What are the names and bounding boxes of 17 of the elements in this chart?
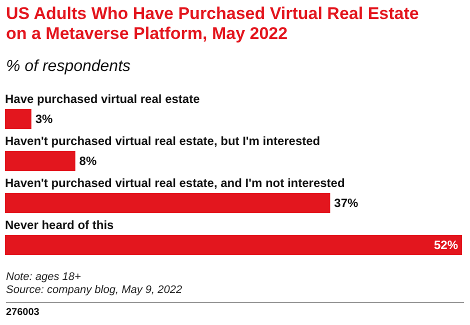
chart-title: US Adults Who Have Purchased Virtual Real Estate on a Metaverse Platform, May 2022: [6, 4, 420, 44]
bar: [5, 235, 462, 255]
y-tick-label: Never heard of this: [5, 218, 114, 232]
chart-subtitle: % of respondents: [6, 58, 131, 76]
text: Note: ages 18+: [6, 271, 82, 284]
source-note: Source: company blog, May 9, 2022: [6, 284, 182, 297]
data-label: 37%: [334, 196, 359, 210]
text: 276003: [6, 307, 40, 318]
bar: [5, 193, 330, 213]
bar: [5, 151, 76, 171]
data-label: 8%: [79, 154, 97, 168]
data-label: 3%: [35, 112, 54, 126]
y-tick-label: Have purchased virtual real estate: [5, 92, 200, 106]
y-tick-label: Haven't purchased virtual real estate, but I'm interested: [5, 134, 320, 148]
y-tick-label: Haven't purchased virtual real estate, and I'm not interested: [5, 176, 345, 190]
bar: [5, 109, 32, 129]
data-label: 52%: [434, 238, 458, 252]
